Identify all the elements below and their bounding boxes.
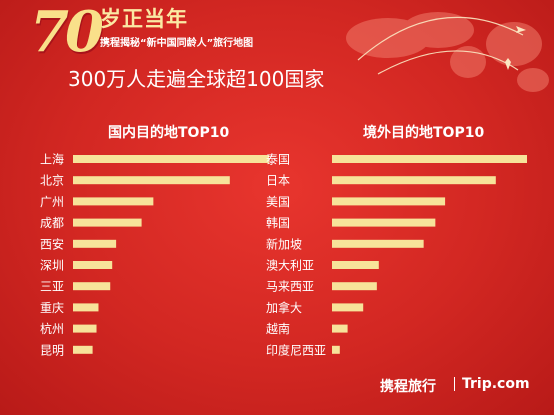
brand-name-en: Trip.com bbox=[462, 376, 530, 392]
overseas-label-2: 日本 bbox=[266, 174, 290, 188]
overseas-bar-5 bbox=[332, 239, 424, 248]
domestic-label-10: 昆明 bbox=[40, 343, 64, 357]
domestic-label-4: 成都 bbox=[40, 216, 64, 230]
subtitle: 携程揭秘“新中国同龄人”旅行地图 bbox=[100, 38, 254, 49]
domestic-bar-6 bbox=[73, 261, 113, 269]
domestic-label-7: 三亚 bbox=[40, 280, 64, 294]
overseas-label-8: 加拿大 bbox=[266, 300, 302, 315]
domestic-bar-7 bbox=[73, 282, 111, 291]
overseas-label-4: 韩国 bbox=[266, 215, 290, 230]
overseas-label-7: 马来西亚 bbox=[266, 280, 314, 294]
brand-name-cn: 携程旅行 bbox=[380, 379, 436, 395]
domestic-bar-9 bbox=[73, 324, 97, 333]
domestic-label-8: 重庆 bbox=[40, 301, 64, 315]
domestic-label-5: 西安 bbox=[40, 236, 64, 251]
anniversary-number: 70 bbox=[30, 0, 104, 65]
overseas-label-3: 美国 bbox=[266, 195, 290, 209]
header: 70 岁正当年 携程揭秘“新中国同龄人”旅行地图 300万人走遍全球超100国家 bbox=[0, 0, 554, 100]
overseas-label-6: 澳大利亚 bbox=[266, 259, 314, 273]
overseas-bar-7 bbox=[332, 282, 377, 291]
overseas-bar-6 bbox=[332, 261, 379, 269]
slogan: 岁正当年 bbox=[100, 7, 188, 31]
brand-divider bbox=[454, 377, 455, 391]
world-map-icon bbox=[346, 12, 549, 92]
domestic-bar-2 bbox=[73, 176, 230, 185]
domestic-bar-5 bbox=[73, 239, 117, 248]
domestic-label-9: 杭州 bbox=[40, 321, 64, 336]
overseas-bar-3 bbox=[332, 197, 446, 206]
overseas-label-1: 泰国 bbox=[266, 153, 290, 167]
footer: 携程旅行 Trip.com bbox=[380, 374, 540, 396]
overseas-bar-4 bbox=[332, 218, 436, 227]
domestic-bar-10 bbox=[73, 345, 93, 354]
overseas-label-5: 新加坡 bbox=[266, 236, 302, 251]
domestic-label-1: 上海 bbox=[40, 152, 64, 167]
domestic-bar-1 bbox=[73, 155, 269, 163]
domestic-label-3: 广州 bbox=[40, 195, 64, 209]
domestic-label-6: 深圳 bbox=[40, 259, 64, 273]
headline: 300万人走遍全球超100国家 bbox=[68, 67, 325, 91]
domestic-label-2: 北京 bbox=[40, 174, 64, 188]
overseas-label-10: 印度尼西亚 bbox=[266, 342, 326, 357]
domestic-bar-8 bbox=[73, 303, 99, 312]
overseas-bar-1 bbox=[332, 155, 527, 163]
overseas-bar-2 bbox=[332, 176, 496, 185]
overseas-bar-10 bbox=[332, 345, 340, 354]
overseas-bar-9 bbox=[332, 324, 348, 333]
domestic-chart-title: 国内目的地TOP10 bbox=[108, 125, 230, 141]
domestic-bar-4 bbox=[73, 218, 142, 227]
overseas-label-9: 越南 bbox=[266, 321, 290, 336]
domestic-bar-3 bbox=[73, 197, 154, 206]
overseas-bar-8 bbox=[332, 303, 364, 312]
overseas-chart-title: 境外目的地TOP10 bbox=[363, 125, 485, 141]
